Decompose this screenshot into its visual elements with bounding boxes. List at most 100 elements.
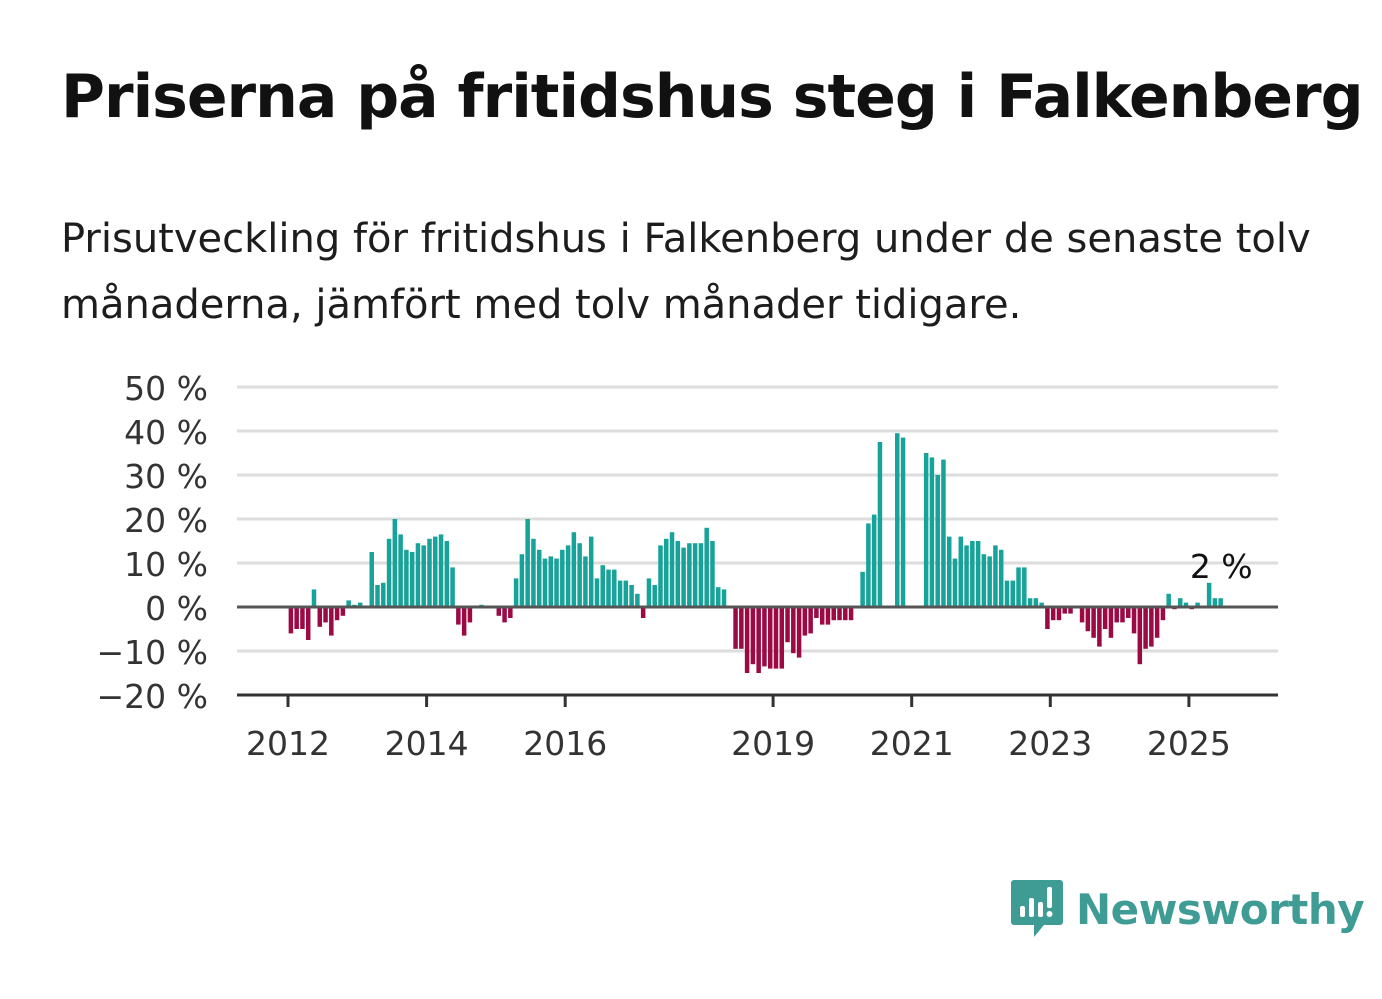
- bar: [687, 543, 692, 607]
- bar: [623, 580, 629, 607]
- bar: [606, 569, 611, 607]
- bar: [1045, 607, 1050, 629]
- bar: [1137, 607, 1143, 665]
- bar: [565, 545, 571, 607]
- bar: [935, 475, 940, 607]
- bar: [871, 514, 877, 607]
- bar: [808, 607, 813, 634]
- y-tick-label: 30 %: [124, 457, 208, 496]
- bar: [571, 532, 577, 607]
- bar: [744, 607, 750, 673]
- bar: [952, 558, 958, 607]
- bar: [733, 607, 738, 649]
- bar: [900, 437, 906, 607]
- bar: [929, 457, 935, 607]
- bar: [536, 549, 542, 607]
- last-value-label: 2 %: [1190, 547, 1253, 586]
- bar: [964, 545, 969, 607]
- bar: [681, 547, 686, 607]
- y-tick-label: 0 %: [145, 589, 208, 628]
- bar: [941, 459, 946, 607]
- bar: [577, 543, 582, 607]
- bar: [386, 538, 392, 607]
- bar: [658, 545, 663, 607]
- bar: [542, 558, 548, 607]
- bar: [652, 585, 657, 607]
- bar: [1212, 598, 1218, 607]
- bar: [640, 607, 646, 618]
- bar: [427, 538, 432, 607]
- bar: [866, 523, 871, 607]
- bar: [993, 545, 998, 607]
- y-tick-label: 10 %: [124, 545, 208, 584]
- bar: [664, 538, 669, 607]
- bar: [612, 569, 617, 607]
- bar: [698, 543, 704, 607]
- bar: [848, 607, 854, 621]
- bar: [519, 554, 525, 607]
- bar: [317, 607, 323, 627]
- bar: [843, 607, 848, 621]
- bar: [1085, 607, 1091, 632]
- bar: [1154, 607, 1160, 638]
- bar: [1108, 607, 1114, 638]
- bar: [970, 541, 975, 607]
- bar: [785, 607, 790, 643]
- brand-logo: Newsworthy: [1010, 878, 1365, 940]
- bar: [617, 580, 623, 607]
- bar: [433, 536, 438, 607]
- bar: [895, 433, 900, 607]
- bar: [958, 536, 964, 607]
- bar: [750, 607, 756, 665]
- x-tick-label: 2025: [1147, 724, 1231, 763]
- bar: [461, 607, 467, 636]
- bar: [1102, 607, 1108, 629]
- bar: [404, 549, 409, 607]
- bar: [1160, 607, 1166, 621]
- bar: [791, 607, 796, 654]
- bar: [525, 519, 530, 607]
- bar-chart: 50 % 40 % 30 % 20 % 10 % 0 % −10 % −20 % 2012 201…: [97, 369, 1278, 763]
- bar: [502, 607, 507, 623]
- bar: [1056, 607, 1062, 621]
- bar: [594, 578, 600, 607]
- bar: [583, 556, 588, 607]
- bar: [588, 536, 594, 607]
- bar: [560, 549, 565, 607]
- bar: [1131, 607, 1137, 634]
- bar: [409, 552, 415, 607]
- bar: [1062, 607, 1067, 614]
- bar: [975, 541, 981, 607]
- bar: [1039, 602, 1044, 607]
- bar: [392, 519, 398, 607]
- bar: [496, 607, 502, 616]
- bar: [1126, 607, 1131, 618]
- bar: [825, 607, 831, 625]
- bars: [288, 433, 1223, 673]
- bar: [773, 607, 779, 669]
- bar: [762, 607, 767, 667]
- bar: [456, 607, 461, 625]
- bar: [1033, 598, 1039, 607]
- bar: [508, 607, 513, 618]
- bar: [802, 607, 808, 636]
- bar: [1177, 598, 1183, 607]
- bar: [513, 578, 519, 607]
- bar: [1050, 607, 1056, 621]
- bar: [629, 585, 634, 607]
- bar: [860, 571, 865, 607]
- bar: [675, 541, 681, 607]
- y-tick-label: 20 %: [124, 501, 208, 540]
- bar: [1149, 607, 1154, 647]
- bar: [1010, 580, 1016, 607]
- bar: [1143, 607, 1148, 649]
- bar: [438, 534, 444, 607]
- y-tick-label: 40 %: [124, 413, 208, 452]
- bar: [1079, 607, 1085, 623]
- bar: [819, 607, 825, 625]
- brand-name: Newsworthy: [1076, 884, 1365, 934]
- bar: [340, 607, 346, 616]
- bar: [311, 589, 317, 607]
- bar: [334, 607, 340, 621]
- bar: [796, 607, 802, 658]
